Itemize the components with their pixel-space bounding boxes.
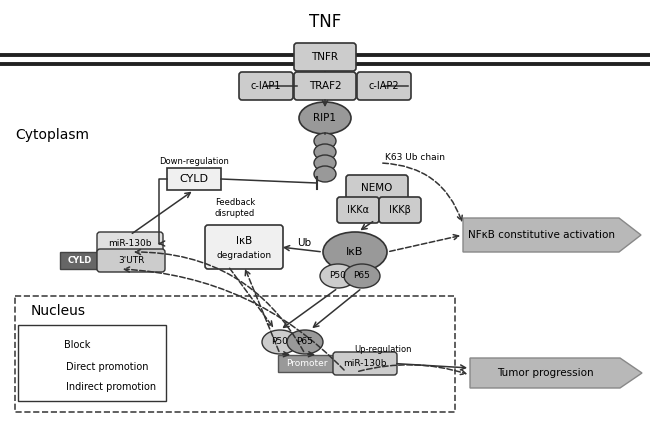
Polygon shape — [463, 218, 641, 252]
Text: P50: P50 — [272, 338, 289, 346]
FancyBboxPatch shape — [239, 72, 293, 100]
Text: CYLD: CYLD — [68, 256, 92, 265]
Text: Down-regulation: Down-regulation — [159, 156, 229, 165]
Text: IκB: IκB — [346, 247, 364, 257]
Ellipse shape — [323, 232, 387, 272]
Bar — [278, 355, 336, 372]
Text: Direct promotion: Direct promotion — [66, 362, 148, 372]
Text: Cytoplasm: Cytoplasm — [15, 128, 89, 142]
Text: c-IAP2: c-IAP2 — [369, 81, 399, 91]
FancyBboxPatch shape — [97, 232, 163, 255]
Text: Up-regulation: Up-regulation — [354, 344, 411, 354]
Text: Ub: Ub — [297, 238, 311, 248]
Ellipse shape — [314, 133, 336, 149]
Ellipse shape — [262, 330, 298, 354]
FancyBboxPatch shape — [294, 72, 356, 100]
Text: 3'UTR: 3'UTR — [118, 256, 144, 265]
Text: Feedback
disrupted: Feedback disrupted — [215, 198, 255, 218]
Text: Block: Block — [64, 340, 90, 350]
FancyBboxPatch shape — [337, 197, 379, 223]
Text: miR-130b: miR-130b — [109, 239, 151, 248]
Bar — [60, 252, 100, 269]
FancyBboxPatch shape — [333, 352, 397, 375]
Text: c-IAP1: c-IAP1 — [251, 81, 281, 91]
Text: IKKα: IKKα — [347, 205, 369, 215]
Text: TNFR: TNFR — [311, 52, 339, 62]
Text: RIP1: RIP1 — [313, 113, 337, 123]
Text: Indirect promotion: Indirect promotion — [66, 382, 156, 392]
Polygon shape — [470, 358, 642, 388]
Text: TRAF2: TRAF2 — [309, 81, 341, 91]
Ellipse shape — [320, 264, 356, 288]
Text: Nucleus: Nucleus — [31, 304, 86, 318]
Ellipse shape — [314, 155, 336, 171]
Text: P65: P65 — [296, 338, 313, 346]
Text: NEMO: NEMO — [361, 183, 393, 193]
Text: IKKβ: IKKβ — [389, 205, 411, 215]
FancyBboxPatch shape — [357, 72, 411, 100]
Text: miR-130b: miR-130b — [343, 359, 387, 368]
Text: K63 Ub chain: K63 Ub chain — [385, 153, 445, 162]
Text: degradation: degradation — [216, 251, 272, 259]
FancyBboxPatch shape — [346, 175, 408, 201]
Bar — [15, 296, 455, 412]
Ellipse shape — [314, 166, 336, 182]
Bar — [167, 168, 221, 190]
FancyBboxPatch shape — [294, 43, 356, 71]
Text: NFκB constitutive activation: NFκB constitutive activation — [467, 230, 614, 240]
Text: Tumor progression: Tumor progression — [497, 368, 593, 378]
Ellipse shape — [314, 144, 336, 160]
FancyBboxPatch shape — [205, 225, 283, 269]
Bar — [18, 325, 166, 401]
Text: P50: P50 — [330, 271, 346, 281]
Ellipse shape — [287, 330, 323, 354]
Text: TNF: TNF — [309, 13, 341, 31]
Text: P65: P65 — [354, 271, 370, 281]
FancyBboxPatch shape — [97, 249, 165, 272]
Text: CYLD: CYLD — [179, 174, 209, 184]
Text: IκB: IκB — [236, 236, 252, 246]
Ellipse shape — [299, 102, 351, 134]
FancyBboxPatch shape — [379, 197, 421, 223]
Text: Promoter: Promoter — [286, 359, 328, 368]
Ellipse shape — [344, 264, 380, 288]
